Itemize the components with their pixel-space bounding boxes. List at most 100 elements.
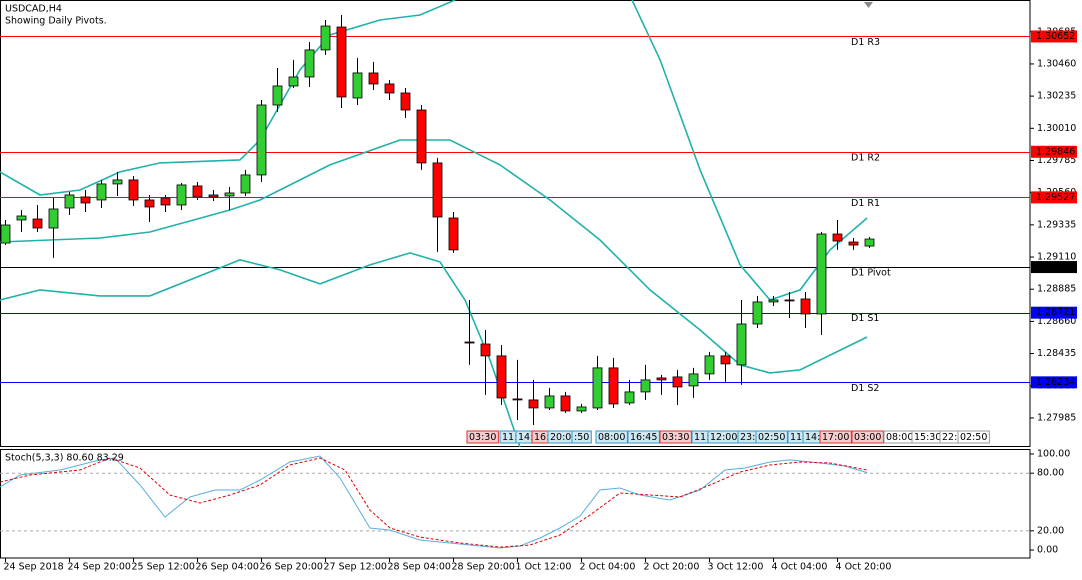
event-marker bbox=[851, 430, 884, 444]
event-label: 02:50 bbox=[758, 432, 785, 443]
x-tick-label: 1 Oct 12:00 bbox=[516, 562, 572, 573]
y-tick-label: 1.27985 bbox=[1037, 412, 1076, 423]
event-label: 14: bbox=[518, 432, 533, 443]
candle-body bbox=[864, 238, 875, 247]
candle-body bbox=[208, 194, 219, 198]
pivot-price-box bbox=[1031, 261, 1077, 274]
osc-tick-label: 100.00 bbox=[1037, 448, 1070, 459]
event-marker bbox=[466, 430, 499, 444]
main-frame bbox=[0, 0, 1031, 447]
event-label: 03:30 bbox=[662, 432, 689, 443]
candle-body bbox=[800, 298, 811, 315]
candle-body bbox=[16, 215, 27, 221]
event-marker bbox=[627, 430, 660, 444]
candle-body bbox=[480, 343, 491, 357]
candle-body bbox=[80, 196, 91, 204]
candle-body bbox=[528, 399, 539, 409]
event-marker bbox=[819, 430, 852, 444]
candle-body bbox=[736, 323, 747, 366]
x-tick-label: 24 Sep 20:00 bbox=[68, 562, 131, 573]
y-tick-label: 1.30460 bbox=[1037, 58, 1076, 69]
candle-body bbox=[704, 355, 715, 375]
pivot-price-box bbox=[1031, 145, 1077, 158]
pivot-price-box bbox=[1031, 376, 1077, 389]
candle-body bbox=[624, 391, 635, 404]
candle-body bbox=[512, 398, 523, 401]
event-label: 08:00 bbox=[598, 432, 625, 443]
event-label: 03:30 bbox=[469, 432, 496, 443]
pivot-price-label: 1.29527 bbox=[1036, 192, 1075, 203]
candle-body bbox=[272, 85, 283, 106]
candle-body bbox=[192, 185, 203, 198]
event-label: 08:00 bbox=[886, 432, 913, 443]
event-label: 17:00 bbox=[822, 432, 849, 443]
y-tick-label: 1.29335 bbox=[1037, 219, 1076, 230]
event-marker bbox=[595, 430, 628, 444]
candle-body bbox=[176, 184, 187, 206]
candle-body bbox=[32, 218, 43, 229]
candle-body bbox=[416, 109, 427, 164]
candle-body bbox=[752, 301, 763, 325]
candle-body bbox=[688, 373, 699, 387]
osc-tick-label: 0.00 bbox=[1037, 545, 1058, 556]
event-label: 22: bbox=[942, 432, 957, 443]
candle-body bbox=[96, 183, 107, 201]
candle-body bbox=[48, 208, 59, 229]
candle-body bbox=[112, 179, 123, 185]
main-panel bbox=[0, 0, 1030, 447]
candle-body bbox=[448, 217, 459, 251]
event-label: 02:50 bbox=[960, 432, 987, 443]
event-label: 20:00 bbox=[550, 432, 577, 443]
candle-body bbox=[400, 92, 411, 111]
pivot-label: D1 R1 bbox=[851, 198, 880, 209]
event-label: 14: bbox=[805, 432, 820, 443]
chart-subtitle: Showing Daily Pivots. bbox=[5, 16, 107, 27]
osc-line bbox=[0, 455, 868, 549]
x-tick-label: 2 Oct 20:00 bbox=[644, 562, 700, 573]
band-line bbox=[0, 139, 868, 374]
candle-body bbox=[496, 355, 507, 399]
x-tick-label: 27 Sep 12:00 bbox=[324, 562, 387, 573]
candle-body bbox=[368, 72, 379, 85]
event-label: :50 bbox=[574, 432, 589, 443]
osc-panel bbox=[0, 455, 1030, 549]
candle-body bbox=[464, 341, 475, 344]
event-label: 23: bbox=[740, 432, 755, 443]
candle-body bbox=[592, 367, 603, 409]
candle-body bbox=[560, 395, 571, 412]
candle-body bbox=[304, 49, 315, 78]
pivot-price-label: 1.29846 bbox=[1036, 146, 1075, 157]
shift-marker bbox=[864, 2, 873, 8]
pivot-price-box bbox=[1031, 306, 1077, 319]
candle-body bbox=[640, 379, 651, 393]
candle-body bbox=[784, 299, 795, 302]
y-tick-label: 1.30235 bbox=[1037, 91, 1076, 102]
event-label: 11: bbox=[694, 432, 709, 443]
osc-frame bbox=[0, 449, 1031, 559]
pivot-label: D1 S2 bbox=[851, 383, 879, 394]
candle-body bbox=[720, 355, 731, 365]
event-label: 15:30 bbox=[914, 432, 941, 443]
x-tick-label: 3 Oct 12:00 bbox=[708, 562, 764, 573]
event-label: 11: bbox=[790, 432, 805, 443]
candle-body bbox=[288, 76, 299, 87]
candle-body bbox=[576, 406, 587, 412]
candle-body bbox=[352, 72, 363, 99]
candle-body bbox=[0, 224, 11, 244]
pivot-price-box bbox=[1031, 191, 1077, 204]
candle-body bbox=[832, 233, 843, 242]
osc-tick-label: 80.00 bbox=[1037, 468, 1064, 479]
x-tick-label: 2 Oct 04:00 bbox=[580, 562, 636, 573]
candle-body bbox=[672, 376, 683, 388]
x-tick-label: 28 Sep 20:00 bbox=[452, 562, 515, 573]
pivot-label: D1 R3 bbox=[851, 37, 880, 48]
event-label: 11: bbox=[502, 432, 517, 443]
pivot-price-label: 1.28721 bbox=[1036, 307, 1075, 318]
y-tick-label: 1.30010 bbox=[1037, 123, 1076, 134]
event-label: 16: bbox=[534, 432, 549, 443]
candle-body bbox=[608, 367, 619, 405]
event-marker bbox=[957, 430, 990, 444]
pivot-price-box bbox=[1031, 30, 1077, 43]
candle-body bbox=[656, 377, 667, 381]
